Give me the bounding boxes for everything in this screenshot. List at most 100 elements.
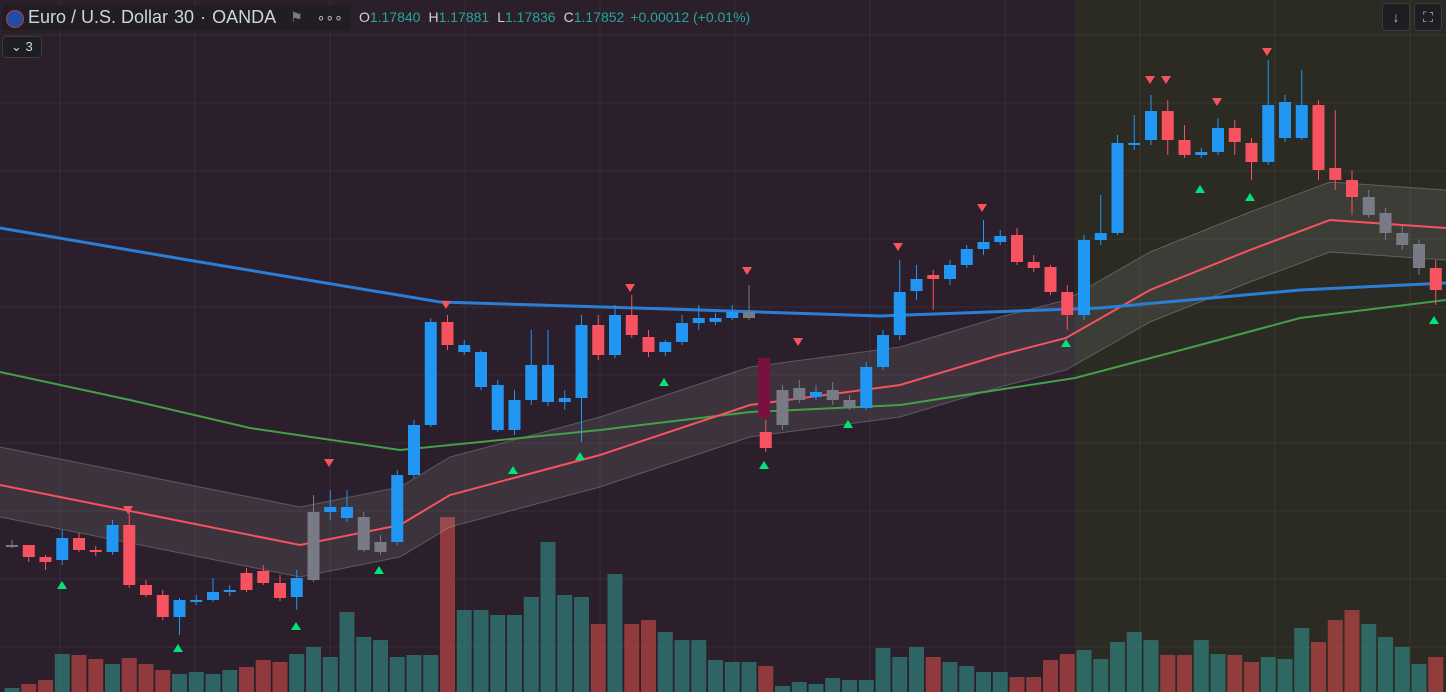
volume-bar: [473, 610, 489, 692]
symbol: Euro / U.S. Dollar: [28, 6, 169, 27]
candle-body: [1011, 235, 1023, 262]
volume-bar: [1110, 642, 1125, 692]
volume-bar: [4, 688, 20, 692]
band-edge: [0, 181, 1446, 508]
candle-body: [810, 392, 822, 397]
volume-bar: [607, 574, 623, 692]
candle-body: [207, 592, 219, 600]
buy-signal: [1245, 193, 1255, 201]
volume-bar: [959, 666, 975, 692]
fullscreen-btn[interactable]: ⛶: [1414, 3, 1442, 31]
candle-body: [1044, 267, 1057, 292]
volume-bar: [741, 662, 757, 692]
volume-bar: [88, 659, 104, 692]
candle-body: [826, 390, 839, 400]
candle-body: [893, 292, 906, 335]
more-btn[interactable]: ∘∘∘: [316, 8, 343, 25]
volume-bar: [105, 664, 120, 692]
candle-body: [458, 345, 471, 352]
volume-bar: [1260, 657, 1276, 692]
ohlc-label: L: [497, 9, 505, 25]
sell-signal: [123, 506, 133, 514]
volume-bar: [239, 667, 254, 692]
candle-body: [927, 275, 940, 279]
symbol-box[interactable]: Euro / U.S. Dollar 30 · OANDA ⚑ ∘∘∘: [2, 4, 351, 30]
exchange: OANDA: [212, 6, 277, 27]
ohlc-item: H1.17881: [428, 9, 489, 25]
volume-bar: [1277, 659, 1293, 692]
volume-bar: [289, 654, 305, 692]
volume-bar: [138, 664, 154, 692]
candle-body: [692, 318, 705, 323]
volume-bar: [121, 658, 137, 692]
volume-bar: [590, 624, 606, 692]
candle-body: [860, 367, 873, 408]
candle-body: [877, 335, 889, 367]
volume: [4, 517, 1444, 692]
candle-body: [1111, 143, 1124, 233]
candle-body: [759, 432, 772, 448]
volume-bar: [1193, 640, 1209, 692]
candle-body: [977, 242, 990, 249]
indicators-toggle[interactable]: ⌄ 3: [2, 36, 42, 58]
candle-body: [374, 542, 387, 552]
volume-bar: [440, 517, 455, 692]
candle-body: [944, 265, 956, 279]
signals: [57, 48, 1439, 652]
sell-signal: [793, 338, 803, 346]
sell-signal: [893, 243, 903, 251]
sell-signal: [742, 267, 752, 275]
ohlc-value: 1.17840: [369, 9, 421, 25]
candle-body: [341, 507, 353, 518]
candle-body: [1027, 262, 1040, 268]
candle-body: [1429, 268, 1442, 290]
candle-body: [1061, 292, 1074, 315]
candle-body: [960, 249, 973, 265]
ohlc: O1.17840 H1.17881 L1.17836 C1.17852: [359, 9, 624, 25]
volume-bar: [1210, 654, 1226, 692]
candle-body: [709, 318, 722, 322]
volume-bar: [1026, 677, 1042, 692]
volume-bar: [1311, 642, 1326, 692]
candle-body: [190, 600, 203, 602]
candle-body: [843, 400, 856, 408]
volume-bar: [574, 597, 589, 692]
candle-body: [441, 322, 454, 345]
candle-body: [22, 545, 35, 557]
candle-body: [324, 507, 337, 512]
sell-signal: [441, 301, 451, 309]
buy-signal: [575, 452, 585, 460]
volume-bar: [791, 682, 807, 692]
candle-body: [173, 600, 186, 617]
volume-bar: [657, 632, 673, 692]
volume-bar: [423, 655, 439, 692]
ohlc-value: 1.17852: [573, 9, 625, 25]
flag-btn[interactable]: ⚑: [290, 8, 303, 25]
volume-bar: [389, 657, 405, 692]
buy-signal: [173, 644, 183, 652]
volume-bar: [1093, 659, 1109, 692]
candle-body: [357, 517, 370, 550]
volume-bar: [1043, 660, 1058, 692]
candle-body: [542, 365, 554, 402]
buy-signal: [374, 566, 384, 574]
candle-body: [475, 352, 487, 387]
candle-body: [290, 578, 303, 597]
volume-bar: [1177, 655, 1192, 692]
candle-body: [1379, 213, 1392, 233]
candle-body: [743, 312, 755, 318]
interval: 30: [174, 6, 195, 27]
indicator-count: 3: [25, 39, 33, 54]
candle-body: [1078, 240, 1090, 315]
sell-signal: [1161, 76, 1171, 84]
volume-bar: [724, 662, 740, 692]
volume-bar: [71, 655, 87, 692]
volume-bar: [925, 657, 941, 692]
candle-body: [257, 571, 270, 583]
scroll-btn[interactable]: ↓: [1382, 3, 1410, 31]
candle-body: [910, 279, 923, 291]
candle-body: [592, 325, 605, 355]
ohlc-label: C: [563, 9, 574, 25]
